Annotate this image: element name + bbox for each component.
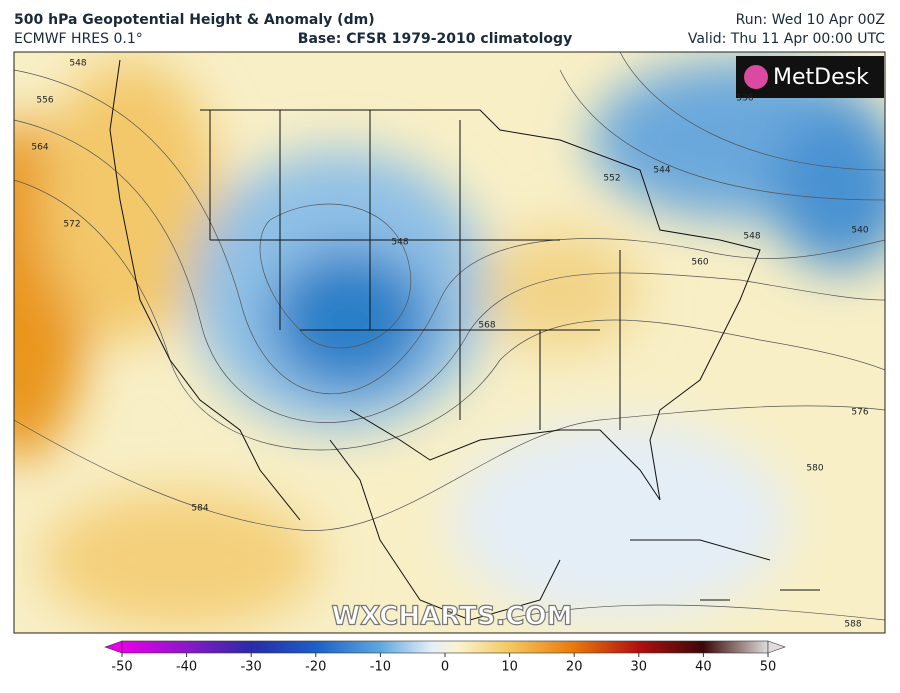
colorbar-tick-label: -30: [241, 660, 262, 675]
contour-label: 540: [851, 226, 868, 236]
colorbar: [121, 640, 769, 654]
colorbar-low-arrow: [104, 640, 123, 654]
colorbar-tick-label: 0: [441, 660, 449, 675]
map: [14, 52, 885, 633]
contour-label: 568: [478, 321, 495, 331]
colorbar-tick-label: -50: [111, 660, 132, 675]
contour-label: 588: [844, 620, 861, 630]
colorbar-tick-label: -20: [305, 660, 326, 675]
run: Run: Wed 10 Apr 00Z: [736, 12, 885, 28]
colorbar-tick-label: 40: [695, 660, 712, 675]
model: ECMWF HRES 0.1°: [14, 31, 143, 47]
contour-label: 548: [69, 59, 86, 69]
colorbar-tick-label: 20: [566, 660, 583, 675]
contour-label: 560: [691, 258, 708, 268]
contour-label: 548: [743, 232, 760, 242]
logo-icon: [744, 65, 768, 89]
colorbar-tick-label: 30: [631, 660, 648, 675]
watermark: WXCHARTS.COM: [331, 602, 572, 632]
boundaries: [109, 59, 820, 621]
colorbar-tick-label: -40: [176, 660, 197, 675]
contour-label: 580: [806, 464, 823, 474]
valid: Valid: Thu 11 Apr 00:00 UTC: [688, 31, 885, 47]
contour-label: 544: [653, 166, 670, 176]
contour-label: 552: [603, 174, 620, 184]
contour-label: 536: [736, 94, 753, 104]
contour-label: 564: [31, 143, 48, 153]
contour-label: 584: [191, 504, 208, 514]
contour-label: 572: [63, 220, 80, 230]
contour-label: 548: [391, 238, 408, 248]
colorbar-high-arrow: [767, 640, 786, 654]
colorbar-tick-label: 10: [501, 660, 518, 675]
title: 500 hPa Geopotential Height & Anomaly (d…: [14, 12, 375, 28]
colorbar-tick-label: 50: [760, 660, 777, 675]
base: Base: CFSR 1979-2010 climatology: [298, 31, 572, 47]
colorbar-tick-label: -10: [370, 660, 391, 675]
contours: [14, 52, 885, 621]
logo-text: MetDesk: [773, 65, 869, 90]
contour-label: 556: [36, 96, 53, 106]
map-frame: [13, 51, 886, 634]
contour-label: 576: [851, 408, 868, 418]
